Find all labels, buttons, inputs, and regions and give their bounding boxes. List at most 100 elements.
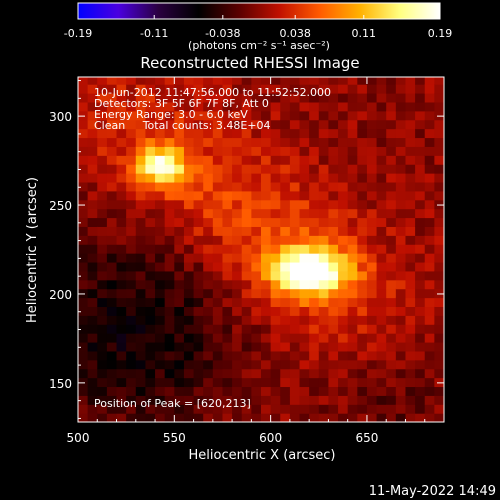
heatmap-cell: [261, 279, 272, 290]
heatmap-cell: [174, 93, 185, 103]
heatmap-cell: [135, 324, 147, 334]
heatmap-cell: [116, 235, 127, 245]
heatmap-cell: [261, 137, 272, 147]
heatmap-cell: [357, 359, 368, 370]
heatmap-cell: [338, 306, 349, 316]
heatmap-cell: [309, 377, 320, 388]
heatmap-cell: [280, 413, 291, 422]
heatmap-cell: [183, 190, 195, 201]
heatmap-cell: [318, 128, 330, 139]
heatmap-cell: [241, 350, 252, 361]
heatmap-cell: [415, 359, 426, 370]
heatmap-cell: [328, 413, 339, 422]
heatmap-cell: [434, 395, 444, 405]
heatmap-cell: [434, 84, 444, 94]
heatmap-cell: [78, 128, 89, 139]
heatmap-cell: [386, 377, 397, 388]
heatmap-cell: [405, 261, 416, 272]
colorbar-tick-label: -0.19: [64, 27, 92, 40]
heatmap-cell: [309, 359, 320, 370]
heatmap-cell: [78, 226, 89, 236]
heatmap-cell: [78, 155, 89, 165]
heatmap-cell: [222, 395, 233, 405]
heatmap-cell: [135, 306, 147, 316]
heatmap-cell: [106, 315, 118, 325]
heatmap-cell: [280, 386, 291, 396]
heatmap-cell: [328, 77, 339, 85]
heatmap-cell: [78, 261, 89, 272]
heatmap-cell: [338, 110, 349, 121]
heatmap-cell: [87, 173, 98, 183]
heatmap-cell: [193, 164, 204, 174]
heatmap-cell: [97, 270, 108, 281]
heatmap-cell: [309, 226, 320, 236]
heatmap-cell: [270, 333, 281, 343]
heatmap-cell: [174, 110, 185, 121]
heatmap-cell: [203, 119, 214, 130]
heatmap-cell: [251, 253, 262, 263]
heatmap-cell: [251, 146, 262, 156]
heatmap-cell: [434, 110, 444, 121]
heatmap-cell: [203, 306, 214, 316]
heatmap-cell: [280, 261, 291, 272]
colorbar-unit-label: (photons cm⁻² s⁻¹ asec⁻²): [188, 39, 330, 52]
heatmap-cell: [434, 279, 444, 290]
heatmap-cell: [357, 164, 368, 174]
heatmap-cell: [232, 208, 243, 219]
heatmap-cell: [155, 119, 166, 130]
heatmap-cell: [299, 119, 310, 130]
heatmap-cell: [318, 270, 330, 281]
heatmap-cell: [97, 288, 108, 299]
heatmap-cell: [261, 146, 272, 156]
heatmap-cell: [395, 253, 407, 263]
heatmap-cell: [126, 235, 137, 245]
heatmap-cell: [289, 164, 301, 174]
heatmap-cell: [222, 199, 233, 210]
heatmap-cell: [135, 359, 147, 370]
heatmap-cell: [309, 350, 320, 361]
heatmap-cell: [357, 208, 368, 219]
heatmap-cell: [424, 190, 435, 201]
heatmap-cell: [424, 128, 435, 139]
heatmap-cell: [270, 341, 281, 352]
heatmap-cell: [376, 226, 387, 236]
heatmap-cell: [386, 208, 397, 219]
heatmap-cell: [193, 110, 204, 121]
info-line-time: 10-Jun-2012 11:47:56.000 to 11:52:52.000: [94, 86, 331, 99]
heatmap-cell: [318, 324, 330, 334]
heatmap-cell: [116, 110, 127, 121]
heatmap-cell: [116, 101, 127, 112]
heatmap-cell: [78, 341, 89, 352]
heatmap-cell: [261, 261, 272, 272]
heatmap-cell: [376, 288, 387, 299]
heatmap-cell: [347, 368, 358, 379]
colorbar-bar: [78, 3, 440, 19]
heatmap-cell: [203, 279, 214, 290]
heatmap-cell: [174, 173, 185, 183]
heatmap-cell: [97, 110, 108, 121]
colorbar-tick-label: -0.038: [205, 27, 240, 40]
heatmap-cell: [241, 315, 252, 325]
heatmap-cell: [78, 110, 89, 121]
heatmap-cell: [318, 244, 330, 254]
heatmap-cell: [376, 244, 387, 254]
heatmap-cell: [97, 199, 108, 210]
heatmap-cell: [280, 84, 291, 94]
heatmap-cell: [366, 119, 378, 130]
heatmap-cell: [366, 386, 378, 396]
heatmap-cell: [241, 253, 252, 263]
heatmap-cell: [357, 377, 368, 388]
heatmap-cell: [366, 315, 378, 325]
heatmap-cell: [116, 84, 127, 94]
heatmap-cell: [193, 288, 204, 299]
heatmap-cell: [87, 288, 98, 299]
heatmap-cell: [366, 341, 378, 352]
heatmap-cell: [434, 270, 444, 281]
heatmap-cell: [386, 217, 397, 227]
heatmap-cell: [309, 297, 320, 308]
heatmap-cell: [318, 306, 330, 316]
heatmap-cell: [126, 395, 137, 405]
heatmap-cell: [135, 315, 147, 325]
heatmap-cell: [357, 297, 368, 308]
heatmap-cell: [232, 173, 243, 183]
